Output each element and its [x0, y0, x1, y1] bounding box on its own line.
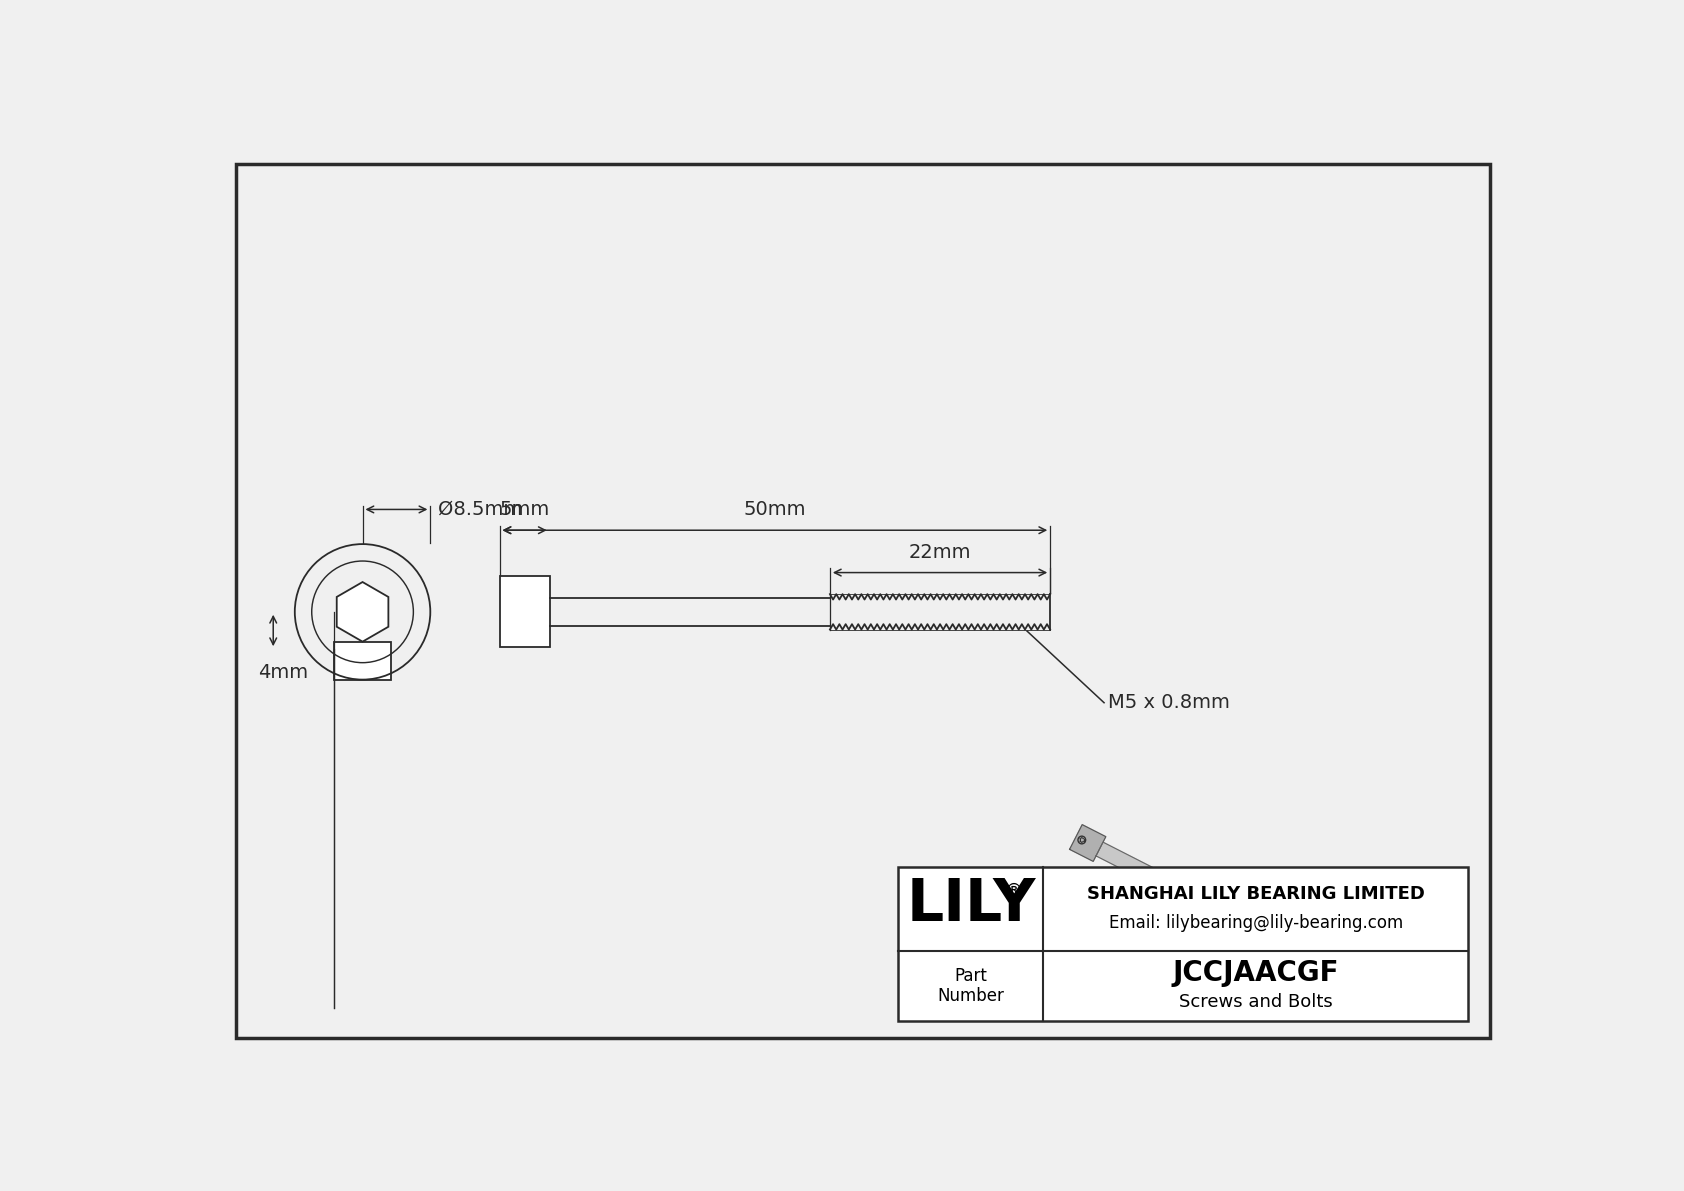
Text: 4mm: 4mm — [258, 663, 308, 682]
Bar — [333, 642, 391, 680]
Bar — [899, 867, 1468, 1022]
Text: Screws and Bolts: Screws and Bolts — [1179, 992, 1332, 1011]
Text: ®: ® — [1004, 881, 1022, 899]
Polygon shape — [1069, 824, 1106, 861]
Bar — [899, 867, 1468, 1022]
Text: 22mm: 22mm — [909, 543, 972, 562]
Text: Email: lilybearing@lily-bearing.com: Email: lilybearing@lily-bearing.com — [1108, 915, 1403, 933]
Text: LILY: LILY — [906, 877, 1036, 934]
Text: M5 x 0.8mm: M5 x 0.8mm — [1108, 693, 1229, 712]
Text: Part
Number: Part Number — [938, 967, 1004, 1005]
Text: 50mm: 50mm — [744, 500, 807, 519]
Text: 5mm: 5mm — [500, 500, 549, 519]
Text: JCCJAACGF: JCCJAACGF — [1172, 959, 1339, 987]
Polygon shape — [1204, 897, 1376, 996]
Text: SHANGHAI LILY BEARING LIMITED: SHANGHAI LILY BEARING LIMITED — [1086, 885, 1425, 903]
Polygon shape — [1096, 842, 1212, 911]
Text: Ø8.5mm: Ø8.5mm — [438, 500, 522, 519]
Polygon shape — [337, 582, 389, 642]
Bar — [500, 576, 549, 647]
